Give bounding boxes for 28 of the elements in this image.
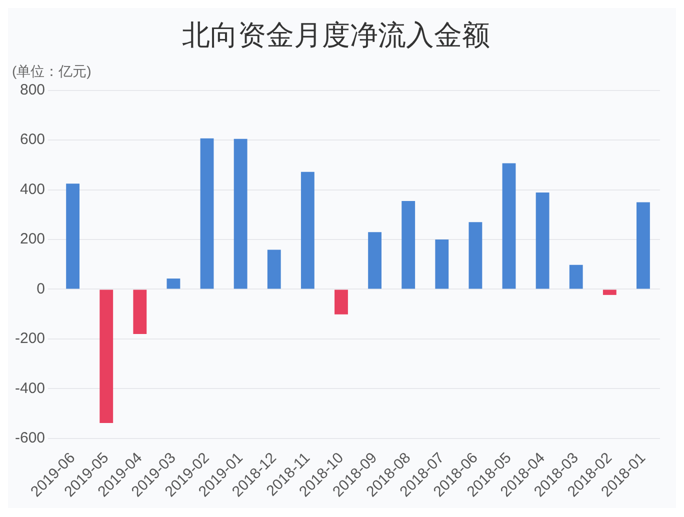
bar [502, 163, 516, 289]
bar [234, 138, 248, 289]
bar [402, 201, 416, 289]
bar [267, 250, 281, 289]
bar [334, 290, 348, 314]
y-tick-label: -200 [14, 330, 46, 348]
bar [133, 290, 147, 334]
bar [569, 264, 583, 289]
y-tick-label: 400 [20, 180, 46, 198]
bar [636, 202, 650, 289]
y-tick-label: 600 [20, 131, 46, 148]
bar [200, 138, 214, 289]
bar [602, 290, 616, 295]
y-tick-label: -400 [14, 380, 46, 397]
bar [300, 172, 314, 289]
chart-subtitle: (单位：亿元) [12, 62, 92, 79]
y-tick-label: 800 [20, 82, 46, 99]
bar [368, 232, 382, 289]
bar [468, 222, 482, 289]
bar [536, 192, 550, 289]
y-tick-label: 200 [20, 230, 46, 248]
bar [435, 240, 449, 289]
chart-title: 北向资金月度净流入金额 [182, 20, 490, 51]
y-tick-label: -600 [14, 429, 46, 446]
y-tick-label: 0 [36, 280, 46, 298]
bar [100, 290, 114, 423]
bar [166, 278, 180, 289]
bar [66, 184, 80, 289]
